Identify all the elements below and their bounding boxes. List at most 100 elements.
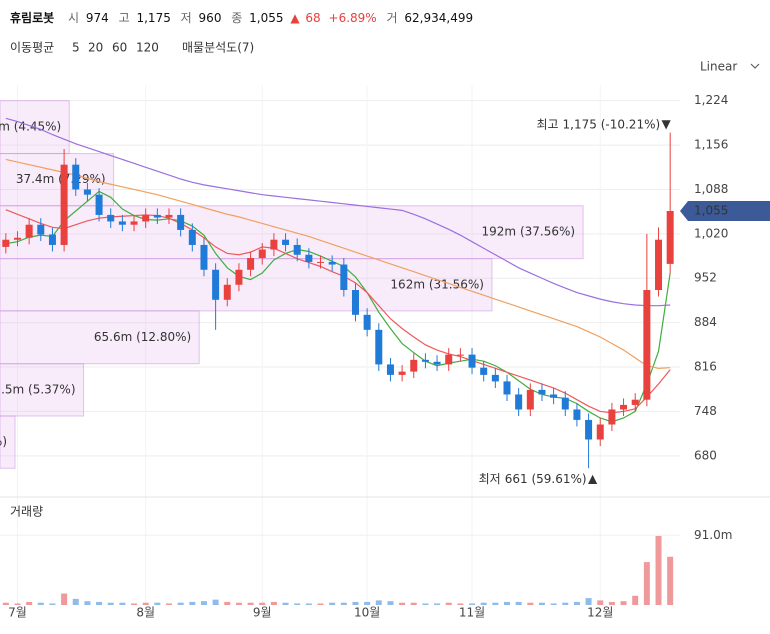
candle-body bbox=[631, 399, 639, 405]
profile-legend: 매물분석도(7) bbox=[182, 41, 254, 55]
volume-bar bbox=[107, 602, 114, 605]
volume-bar bbox=[305, 603, 312, 605]
ma-legend: 120 bbox=[136, 41, 159, 55]
volume: 62,934,499 bbox=[404, 11, 473, 25]
candle-body bbox=[258, 249, 266, 259]
x-tick-label: 10월 bbox=[354, 606, 380, 620]
candle-body bbox=[666, 211, 674, 264]
candle-body bbox=[25, 224, 33, 238]
candle-body bbox=[340, 264, 348, 290]
y-tick-label: 1,020 bbox=[694, 226, 728, 240]
ma-label: 이동평균 bbox=[10, 41, 54, 55]
x-tick-label: 11월 bbox=[459, 606, 485, 620]
profile-label: 4.94m (0.96%) bbox=[0, 435, 7, 449]
x-tick-label: 7월 bbox=[8, 606, 27, 620]
high-label: 최고 bbox=[536, 117, 558, 131]
candle-body bbox=[118, 221, 126, 225]
candle-body bbox=[2, 239, 10, 247]
volume-tick-label: 91.0m bbox=[694, 528, 732, 542]
volume-bar bbox=[200, 601, 207, 605]
candle-body bbox=[573, 409, 581, 420]
volume-bar bbox=[142, 602, 149, 605]
candle-body bbox=[351, 290, 359, 315]
volume-bar bbox=[655, 536, 662, 605]
candle-body bbox=[72, 164, 80, 190]
low-text: 661 (59.61%) bbox=[505, 472, 587, 486]
candle-body bbox=[480, 367, 488, 375]
volume-bar bbox=[504, 601, 510, 605]
volume-bar bbox=[597, 600, 604, 605]
volume-bar bbox=[14, 603, 21, 605]
volume-bar bbox=[96, 601, 103, 605]
volume-bar bbox=[399, 602, 406, 605]
volume-bar bbox=[527, 602, 534, 605]
volume-bar bbox=[224, 601, 231, 605]
change-symbol: ▲ bbox=[290, 11, 300, 25]
candle-body bbox=[282, 239, 290, 245]
volume-bar bbox=[294, 603, 301, 605]
volume-bar bbox=[538, 602, 545, 605]
open: 974 bbox=[86, 11, 109, 25]
y-tick-label: 884 bbox=[694, 315, 717, 329]
volume-bar bbox=[445, 602, 452, 605]
candle-body bbox=[421, 359, 429, 362]
candle-body bbox=[270, 239, 278, 250]
volume-bar bbox=[177, 602, 184, 605]
change: 68 bbox=[305, 11, 320, 25]
volume-bar bbox=[562, 602, 569, 605]
candle-body bbox=[386, 364, 394, 375]
candle-body bbox=[165, 214, 173, 218]
low-label: 저 bbox=[181, 11, 192, 25]
volume-label: 거래량 bbox=[10, 505, 43, 519]
volume-bar bbox=[643, 562, 650, 605]
candle-body bbox=[585, 419, 593, 440]
x-tick-label: 8월 bbox=[136, 606, 155, 620]
volume-bar bbox=[189, 601, 196, 605]
volume-bar bbox=[247, 602, 254, 605]
y-tick-label: 1,156 bbox=[694, 138, 728, 152]
profile-label: 22.8m (4.45%) bbox=[0, 120, 61, 134]
candle-body bbox=[60, 164, 68, 245]
y-tick-label: 748 bbox=[694, 404, 717, 418]
volume-bar bbox=[84, 601, 91, 605]
high-annotation: 최고 1,175 (-10.21%) bbox=[536, 117, 660, 131]
volume-bar bbox=[387, 601, 394, 605]
volume-bar bbox=[119, 602, 126, 605]
profile-bar bbox=[0, 310, 200, 365]
candle-body bbox=[503, 381, 511, 395]
volume-bar bbox=[457, 603, 464, 605]
stock-name: 휴림로봇 bbox=[10, 10, 54, 25]
scale-label[interactable]: Linear bbox=[700, 60, 737, 74]
volume-bar bbox=[375, 600, 382, 605]
close-label: 종 bbox=[231, 11, 242, 25]
candle-body bbox=[95, 194, 103, 215]
volume-bar bbox=[2, 602, 9, 605]
moving-average bbox=[5, 209, 671, 414]
candle-body bbox=[596, 424, 604, 440]
high-text: 1,175 (-10.21%) bbox=[563, 117, 661, 131]
high-label: 고 bbox=[119, 11, 130, 25]
candle-body bbox=[410, 359, 418, 372]
scale-chevron[interactable] bbox=[750, 63, 760, 69]
candle-body bbox=[13, 237, 21, 240]
profile-bar bbox=[0, 258, 493, 312]
volume-bar bbox=[270, 601, 277, 605]
candle-body bbox=[526, 389, 534, 410]
volume-bar bbox=[37, 602, 44, 605]
profile-bar bbox=[0, 415, 16, 469]
y-tick-label: 816 bbox=[694, 360, 717, 374]
low-label: 최저 bbox=[479, 472, 501, 486]
price-tag-label: 1,055 bbox=[694, 204, 728, 218]
volume-bar bbox=[235, 602, 242, 605]
ma-legend: 20 bbox=[88, 41, 103, 55]
volume-bar bbox=[340, 602, 347, 605]
high: 1,175 bbox=[136, 11, 170, 25]
moving-average bbox=[5, 190, 671, 423]
profile-label: 192m (37.56%) bbox=[482, 225, 576, 239]
header: 휴림로봇 시 974 고 1,175 저 960 종 1,055 ▲ 68 +6… bbox=[10, 10, 473, 25]
candle-body bbox=[188, 229, 196, 245]
volume-bar bbox=[166, 603, 172, 605]
volume-bar bbox=[608, 601, 615, 605]
volume-bar bbox=[61, 593, 68, 605]
